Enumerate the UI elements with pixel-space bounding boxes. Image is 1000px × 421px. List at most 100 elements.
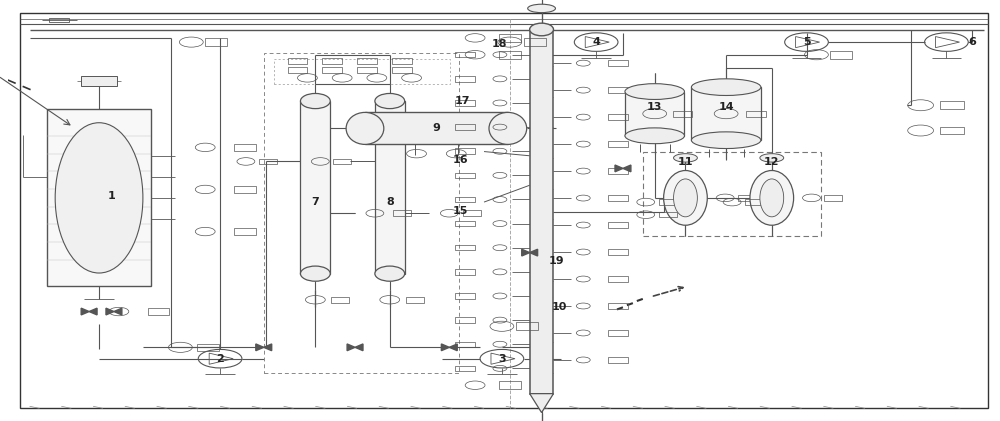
Bar	[455, 197, 475, 202]
Polygon shape	[256, 344, 264, 351]
Bar	[608, 249, 628, 255]
Bar	[406, 297, 424, 303]
Bar	[824, 195, 842, 201]
Bar	[300, 101, 330, 274]
Bar	[288, 58, 307, 64]
Bar	[322, 67, 342, 73]
Text: 7: 7	[311, 197, 319, 207]
Bar	[940, 101, 964, 109]
Text: 11: 11	[678, 157, 693, 167]
Bar	[608, 141, 628, 147]
Text: 4: 4	[592, 37, 600, 47]
Ellipse shape	[691, 79, 761, 96]
Text: 18: 18	[492, 39, 508, 49]
Bar	[608, 168, 628, 174]
Polygon shape	[530, 394, 553, 413]
Bar	[830, 51, 852, 59]
Bar	[463, 210, 481, 216]
Bar	[455, 269, 475, 274]
Bar	[455, 293, 475, 299]
Bar	[455, 365, 475, 371]
Ellipse shape	[760, 179, 784, 217]
Bar	[691, 87, 761, 140]
Ellipse shape	[375, 266, 405, 281]
Ellipse shape	[625, 128, 684, 144]
Ellipse shape	[760, 154, 784, 162]
Bar	[234, 228, 256, 235]
Ellipse shape	[750, 171, 794, 225]
Polygon shape	[81, 308, 89, 315]
Bar	[659, 212, 677, 217]
Ellipse shape	[375, 93, 405, 109]
Polygon shape	[623, 165, 631, 172]
Bar	[455, 173, 475, 178]
Ellipse shape	[530, 23, 553, 36]
Bar	[659, 199, 677, 205]
Bar	[333, 159, 351, 165]
Polygon shape	[355, 344, 363, 351]
Bar	[81, 76, 117, 86]
Bar	[197, 344, 219, 351]
Text: 6: 6	[968, 37, 976, 47]
Bar	[288, 67, 307, 73]
Ellipse shape	[346, 112, 384, 144]
Polygon shape	[89, 308, 97, 315]
Bar	[745, 199, 763, 205]
Bar	[499, 381, 521, 389]
Bar	[234, 186, 256, 193]
Bar	[148, 308, 169, 315]
Bar	[608, 222, 628, 228]
Ellipse shape	[528, 4, 555, 13]
Polygon shape	[449, 344, 457, 351]
Text: 2: 2	[216, 354, 224, 364]
Bar	[47, 109, 151, 286]
Bar	[516, 322, 538, 330]
Bar	[365, 112, 508, 144]
Bar	[357, 58, 377, 64]
Ellipse shape	[489, 112, 527, 144]
Bar	[455, 245, 475, 250]
Ellipse shape	[674, 179, 697, 217]
Text: 5: 5	[803, 37, 810, 47]
Bar	[940, 127, 964, 134]
Bar	[331, 297, 349, 303]
Bar	[746, 111, 766, 117]
Bar	[455, 76, 475, 82]
Bar	[234, 144, 256, 151]
Polygon shape	[264, 344, 272, 351]
Polygon shape	[530, 249, 538, 256]
Bar	[499, 34, 521, 42]
Bar	[455, 317, 475, 323]
Bar	[264, 53, 459, 373]
Bar	[455, 124, 475, 130]
Text: 8: 8	[386, 197, 394, 207]
Bar	[499, 51, 521, 59]
Ellipse shape	[625, 84, 684, 99]
Ellipse shape	[691, 132, 761, 149]
Text: 3: 3	[498, 354, 506, 364]
Bar	[608, 303, 628, 309]
Polygon shape	[106, 308, 114, 315]
Bar	[259, 159, 277, 165]
Bar	[673, 111, 692, 117]
Polygon shape	[522, 249, 530, 256]
Text: 1: 1	[108, 191, 116, 201]
Bar	[608, 60, 628, 66]
Bar	[455, 221, 475, 226]
Text: 14: 14	[718, 102, 734, 112]
Ellipse shape	[300, 93, 330, 109]
Ellipse shape	[674, 154, 697, 162]
Polygon shape	[441, 344, 449, 351]
Text: 13: 13	[647, 102, 662, 112]
Bar	[455, 100, 475, 106]
Bar	[455, 149, 475, 154]
Bar	[375, 101, 405, 274]
Bar	[738, 195, 756, 201]
Bar	[392, 58, 412, 64]
Bar	[524, 38, 546, 46]
Bar	[392, 67, 412, 73]
Bar	[455, 341, 475, 347]
Bar	[608, 276, 628, 282]
Bar	[530, 29, 553, 394]
Text: 19: 19	[549, 256, 564, 266]
